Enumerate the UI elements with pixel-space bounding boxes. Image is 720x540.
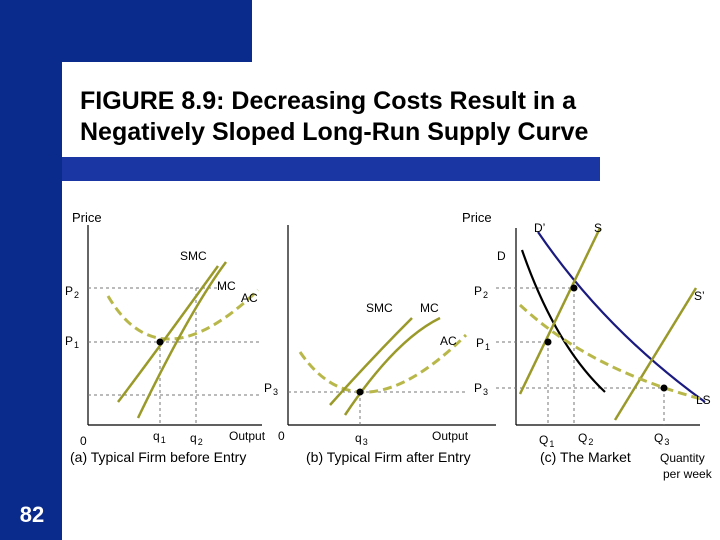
panel-b-ac-curve — [298, 333, 468, 394]
panel-c-long-run-supply — [518, 303, 706, 402]
panel-b-p2-label: P2 — [474, 284, 488, 300]
panel-a: Price SMC MC AC P2 P1 P3 0 q1 q2 Output … — [65, 210, 278, 465]
panel-a-q2-label: q2 — [190, 431, 203, 447]
panel-a-p3-label: P3 — [264, 381, 278, 397]
panel-a-ac-label: AC — [241, 291, 258, 305]
panel-a-x-label: Output — [229, 429, 266, 443]
panel-b-smc-curve — [329, 317, 413, 406]
panel-c-x-label-line1: Quantity — [660, 451, 705, 465]
panel-c-d-prime-label: D’ — [534, 221, 545, 235]
panel-b-q3-label: q3 — [355, 431, 368, 447]
panel-b-mc-curve — [343, 316, 441, 416]
panel-b-mc-label: MC — [420, 301, 439, 315]
panel-c-supply-s — [518, 227, 602, 395]
panel-a-mc-curve — [136, 261, 228, 419]
panel-b-p1-label: P1 — [476, 336, 490, 352]
panel-c-demand-d-prime — [537, 231, 706, 403]
panel-c-Q2-label: Q2 — [578, 431, 593, 447]
panel-c-supply-s-prime — [613, 287, 698, 421]
panel-c-Q3-label: Q3 — [654, 431, 669, 447]
panel-c-s-prime-label: S’ — [694, 289, 705, 303]
title-line-1: FIGURE 8.9: Decreasing Costs Result in a — [80, 87, 576, 115]
navy-left-bar — [0, 0, 62, 540]
panel-b-origin: 0 — [278, 429, 285, 443]
panel-c-d-label: D — [497, 249, 506, 263]
panel-c-ls-label: LS — [696, 393, 711, 407]
panel-a-p2-label: P2 — [65, 284, 79, 300]
panel-b-ac-label: AC — [440, 334, 457, 348]
panel-b-y-label: Price — [462, 210, 492, 225]
panel-a-p1-label: P1 — [65, 334, 79, 350]
panel-c-point-1 — [544, 338, 552, 346]
slide-title: FIGURE 8.9: Decreasing Costs Result in a… — [80, 86, 680, 148]
panel-c-s-label: S — [594, 221, 602, 235]
panel-c-point-2 — [570, 284, 578, 292]
panel-b-caption: (b) Typical Firm after Entry — [306, 449, 471, 465]
panel-b-smc-label: SMC — [366, 301, 393, 315]
panel-a-equilibrium-point — [156, 338, 164, 346]
panel-b-x-label: Output — [432, 429, 469, 443]
panel-c-caption: (c) The Market — [540, 449, 631, 465]
panel-a-y-label: Price — [72, 210, 102, 225]
panel-a-smc-label: SMC — [180, 249, 207, 263]
title-underline-bar — [62, 157, 600, 181]
panel-a-mc-label: MC — [217, 279, 236, 293]
slide-panel — [62, 62, 720, 540]
panel-c: D’ S D S’ LS Q1 Q2 Q3 Quantity per week … — [496, 221, 713, 481]
panel-a-caption: (a) Typical Firm before Entry — [70, 449, 246, 465]
panel-c-Q1-label: Q1 — [539, 433, 554, 449]
title-line-2: Negatively Sloped Long-Run Supply Curve — [80, 118, 589, 146]
panel-b-p3-label: P3 — [474, 381, 488, 397]
panel-a-q1-label: q1 — [153, 429, 166, 445]
panel-b: 0 Price SMC MC AC P2 P1 P3 q3 Output (b)… — [278, 210, 496, 465]
panel-c-demand-d — [520, 249, 606, 393]
page-number: 82 — [19, 502, 45, 527]
panel-a-origin: 0 — [80, 434, 87, 448]
panel-c-point-3 — [660, 384, 668, 392]
panel-c-x-label-line2: per week — [663, 467, 713, 481]
panel-b-equilibrium-point — [356, 388, 364, 396]
panel-a-smc-curve — [117, 265, 220, 403]
